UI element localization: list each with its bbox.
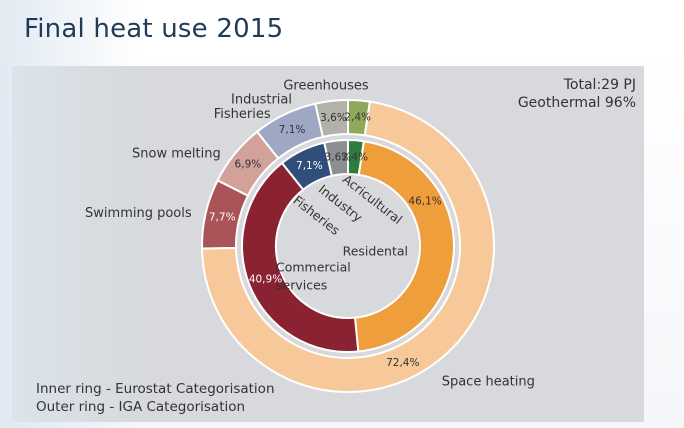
outer-label-fisheries: Fisheries bbox=[214, 107, 271, 122]
inner-slice-industry bbox=[323, 138, 349, 178]
outer-pct-space-heating: 72,4% bbox=[386, 357, 419, 369]
outer-ring-note: Outer ring - IGA Categorisation bbox=[36, 399, 246, 415]
inner-ring bbox=[241, 138, 455, 353]
outer-label-snow-melting: Snow melting bbox=[132, 146, 221, 161]
inner-pct-residental: 46,1% bbox=[408, 196, 441, 208]
inner-label-residental: Residental bbox=[343, 244, 408, 259]
outer-pct-snow-melting: 6,9% bbox=[235, 159, 262, 171]
outer-label-space-heating: Space heating bbox=[442, 374, 535, 389]
outer-pct-swimming-pools: 7,7% bbox=[209, 211, 236, 223]
inner-label-commercial: Commercial bbox=[276, 260, 351, 275]
outer-label-industrial: Industrial bbox=[231, 93, 292, 108]
outer-ring bbox=[201, 98, 495, 393]
outer-label-greenhouses: Greenhouses bbox=[283, 79, 369, 94]
totals-box: Total:29 PJ Geothermal 96% bbox=[518, 76, 636, 112]
geothermal-text: Geothermal 96% bbox=[517, 95, 636, 111]
outer-label-swimming-pools: Swimming pools bbox=[85, 206, 192, 221]
chart-title: Final heat use 2015 bbox=[24, 14, 284, 44]
outer-slice-industrial bbox=[314, 98, 349, 139]
inner-pct-commercial-services: 40,9% bbox=[249, 273, 282, 285]
outer-pct-greenhouses: 2,4% bbox=[344, 111, 371, 123]
inner-pct-acricultural: 2,4% bbox=[341, 151, 368, 163]
ring-notes: Inner ring - Eurostat Categorisation Out… bbox=[36, 380, 275, 416]
total-text: Total:29 PJ bbox=[563, 77, 636, 93]
inner-slice-commercial-services bbox=[241, 161, 360, 353]
inner-slice-residental bbox=[353, 140, 455, 353]
inner-label-services: services bbox=[276, 278, 327, 293]
outer-pct-industrial: 3,6% bbox=[320, 112, 347, 124]
inner-pct-fisheries: 7,1% bbox=[296, 160, 323, 172]
outer-slice-space-heating bbox=[201, 100, 495, 393]
decorative-fade bbox=[0, 0, 140, 428]
outer-pct-fisheries: 7,1% bbox=[279, 124, 306, 136]
inner-pct-industry: 3,6% bbox=[325, 152, 352, 164]
inner-ring-note: Inner ring - Eurostat Categorisation bbox=[36, 381, 275, 397]
